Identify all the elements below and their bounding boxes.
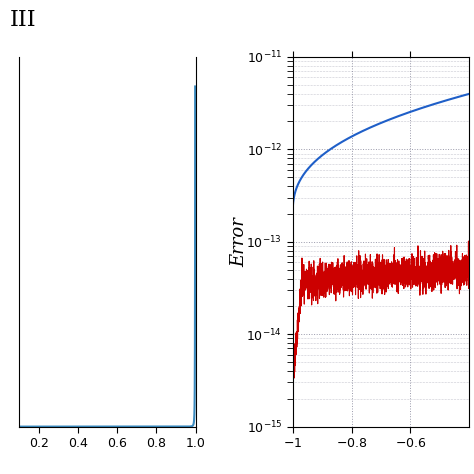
Y-axis label: Error: Error bbox=[230, 217, 248, 267]
Text: III: III bbox=[10, 9, 37, 31]
